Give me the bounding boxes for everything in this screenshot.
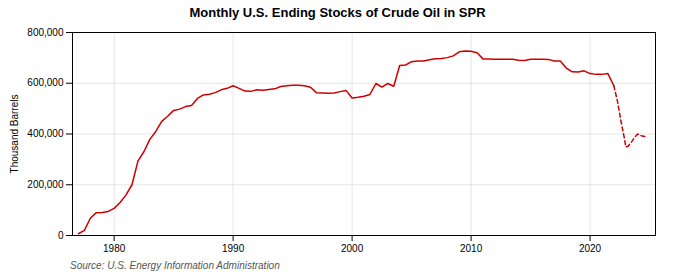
svg-text:0: 0 xyxy=(58,230,64,241)
html-text:Source: U.S. Energy Informatio: Source: U.S. Energy Information Administ… xyxy=(70,260,280,271)
svg-text:1990: 1990 xyxy=(222,243,245,254)
svg-text:Thousand Barrels: Thousand Barrels xyxy=(9,95,20,174)
svg-text:400,000: 400,000 xyxy=(27,128,64,139)
svg-text:800,000: 800,000 xyxy=(27,27,64,38)
svg-text:200,000: 200,000 xyxy=(27,179,64,190)
svg-text:2010: 2010 xyxy=(460,243,483,254)
svg-text:600,000: 600,000 xyxy=(27,77,64,88)
svg-text:1980: 1980 xyxy=(103,243,126,254)
svg-text:2020: 2020 xyxy=(579,243,602,254)
html-text:Monthly U.S. Ending Stocks of: Monthly U.S. Ending Stocks of Crude Oil … xyxy=(189,5,486,20)
svg-text:2000: 2000 xyxy=(341,243,364,254)
